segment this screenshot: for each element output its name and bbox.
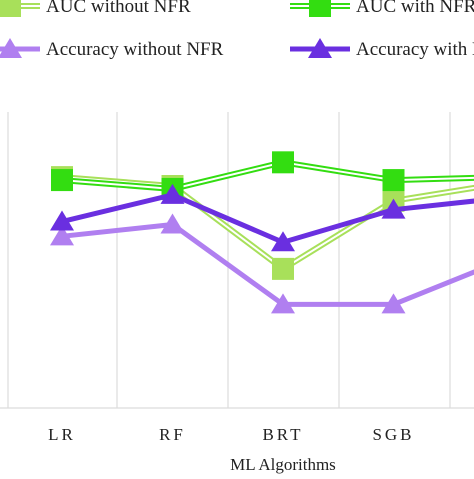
data-point xyxy=(271,231,295,252)
data-point xyxy=(271,293,295,314)
legend-marker xyxy=(0,0,21,17)
legend-item-auc-without-nfr: AUC without NFR xyxy=(0,0,191,17)
data-point xyxy=(50,225,74,246)
data-point xyxy=(160,183,185,204)
series-layer xyxy=(50,151,474,314)
data-point xyxy=(381,198,406,219)
legend-item-auc-with-nfr: AUC with NFR xyxy=(290,0,474,17)
x-tick-label: RF xyxy=(159,425,186,444)
data-point xyxy=(50,210,74,231)
data-point xyxy=(51,169,73,192)
legend: AUC without NFR AUC with NFR Accuracy with… xyxy=(0,0,474,60)
legend-item-accuracy-with-nfr: Accuracy with NFR xyxy=(290,38,474,60)
data-point xyxy=(272,151,294,174)
series-line-inner xyxy=(61,161,474,190)
x-tick-label: LR xyxy=(48,425,76,444)
legend-label: Accuracy without NFR xyxy=(46,39,224,60)
x-tick-label: BRT xyxy=(262,425,303,444)
series-line xyxy=(61,174,474,272)
legend-label: Accuracy with NFR xyxy=(356,39,474,60)
legend-marker xyxy=(308,38,332,58)
series-auc-with-nfr xyxy=(51,151,474,200)
legend-label: AUC without NFR xyxy=(46,0,191,17)
legend-label: AUC with NFR xyxy=(356,0,474,17)
data-point xyxy=(381,293,406,314)
legend-marker xyxy=(309,0,331,17)
series-accuracy-with-nfr xyxy=(50,183,474,252)
x-tick-label: SGB xyxy=(372,425,414,444)
series-accuracy-without-nfr xyxy=(50,213,474,314)
grid xyxy=(0,112,474,409)
legend-marker xyxy=(0,38,22,58)
data-point xyxy=(160,213,185,234)
legend-item-accuracy-without-nfr: Accuracy without NFR xyxy=(0,38,224,60)
x-tick-labels: LRRFBRTSGBSV xyxy=(48,425,414,444)
x-axis-title: ML Algorithms xyxy=(230,455,336,474)
series-line xyxy=(61,192,474,245)
data-point xyxy=(382,169,405,192)
data-point xyxy=(272,257,294,280)
